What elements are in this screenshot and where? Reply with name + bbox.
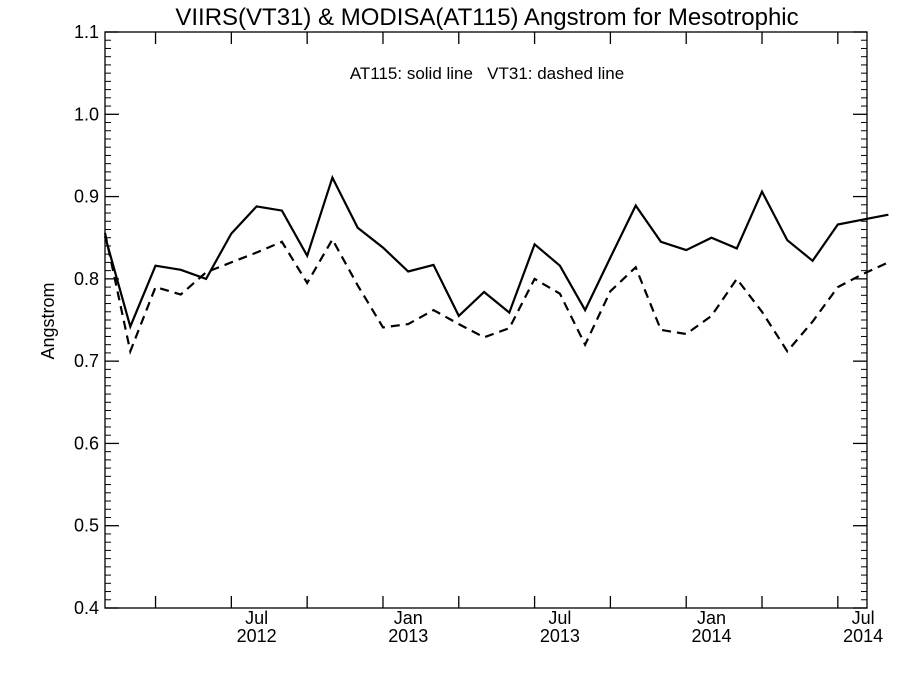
x-tick-label-month: Jan [697,608,726,628]
y-tick-label: 0.4 [74,598,99,618]
x-tick-label-year: 2014 [691,626,731,646]
y-tick-label: 1.0 [74,104,99,124]
x-tick-label-year: 2014 [843,626,883,646]
y-tick-label: 0.5 [74,516,99,536]
x-tick-label-year: 2012 [237,626,277,646]
x-tick-label-month: Jul [548,608,571,628]
y-axis: 0.4 0.5 0.6 0.7 0.8 0.9 1.0 1.1 [74,22,867,618]
y-tick-label: 1.1 [74,22,99,42]
y-tick-label: 0.8 [74,269,99,289]
y-tick-label: 0.6 [74,433,99,453]
y-tick-label: 0.7 [74,351,99,371]
legend-annotation: AT115: solid line VT31: dashed line [350,64,624,83]
x-tick-label-year: 2013 [388,626,428,646]
chart-title: VIIRS(VT31) & MODISA(AT115) Angstrom for… [175,4,798,31]
y-axis-label: Angstrom [38,282,58,359]
y-tick-label: 0.9 [74,187,99,207]
x-tick-label-month: Jul [245,608,268,628]
series-layer [103,174,889,356]
x-tick-label-year: 2013 [540,626,580,646]
plot-frame [104,31,868,609]
x-tick-label-month: Jul [852,608,875,628]
minor-ticks [105,39,867,601]
series-line-at115 [103,174,889,330]
x-tick-label-month: Jan [394,608,423,628]
